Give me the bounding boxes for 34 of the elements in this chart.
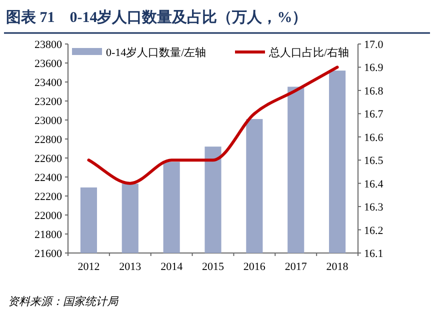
x-tick-label: 2018: [326, 261, 349, 273]
x-tick-label: 2015: [202, 261, 224, 273]
x-tick-label: 2017: [284, 261, 308, 273]
y2-tick-label: 16.1: [364, 248, 384, 260]
y2-tick-label: 16.2: [364, 224, 384, 237]
y2-tick-label: 16.8: [364, 85, 384, 98]
x-tick-label: 2016: [243, 261, 266, 273]
y-tick-label: 22400: [34, 172, 62, 184]
y2-tick-label: 16.7: [364, 108, 384, 121]
line-series: [87, 66, 339, 185]
y-tick-label: 23800: [34, 39, 62, 51]
y2-tick-label: 17.0: [364, 39, 384, 51]
legend-label: 总人口占比/右轴: [268, 46, 350, 59]
y-tick-label: 23000: [34, 115, 62, 127]
chart-title: 图表 71 0-14岁人口数量及占比（万人，%）: [6, 9, 308, 26]
x-tick-label: 2014: [160, 261, 184, 273]
y-tick-label: 21600: [34, 248, 62, 260]
y-tick-label: 22600: [34, 153, 62, 165]
y2-tick-label: 16.4: [364, 178, 384, 190]
y-tick-label: 22800: [34, 134, 62, 146]
y-tick-label: 23200: [34, 96, 62, 108]
legend-label: 0-14岁人口数量/左轴: [106, 46, 206, 59]
text: 资料来源：国家统计局: [8, 295, 119, 308]
y2-tick-label: 16.6: [364, 132, 384, 144]
y2-tick-label: 16.9: [364, 62, 384, 74]
y-tick-label: 23600: [34, 58, 62, 70]
x-tick-label: 2013: [119, 261, 142, 273]
x-tick-label: 2012: [78, 261, 100, 273]
y-tick-label: 22000: [34, 210, 62, 222]
y-tick-label: 22200: [34, 191, 62, 203]
y-tick-label: 21800: [34, 229, 62, 241]
y2-tick-label: 16.5: [364, 155, 384, 168]
y-tick-label: 23400: [34, 77, 62, 89]
y2-tick-label: 16.3: [364, 202, 384, 214]
